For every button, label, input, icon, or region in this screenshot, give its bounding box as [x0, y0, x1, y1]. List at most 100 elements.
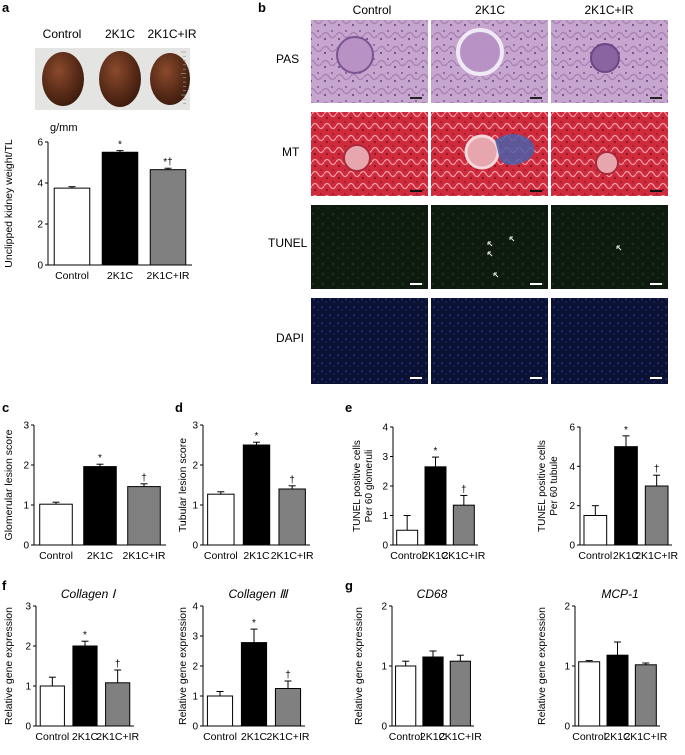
chart-tunel-tubule: 0 2 4 6 Control * 2K1C † 2K1C+IR TUNEL positive c…: [537, 423, 679, 563]
significance-mark: †: [289, 475, 295, 486]
x-tick-label: Control: [390, 550, 424, 562]
panel-letter-a: a: [2, 0, 10, 15]
fibrosis-mt-2k1c: [495, 134, 535, 165]
y-tick-label: 4: [382, 423, 388, 434]
y-tick-label: 2: [25, 642, 31, 653]
bar-2k1c: [72, 645, 98, 727]
bar-2k1c-ir: [105, 682, 131, 727]
bar-2k1c-ir: [634, 664, 657, 727]
significance-mark: †: [654, 464, 660, 475]
significance-mark: *: [624, 425, 628, 436]
y-tick-label: 6: [37, 138, 43, 149]
y-tick-label: 1: [192, 692, 198, 703]
y-tick-label: 0: [192, 541, 198, 552]
x-tick-label: 2K1C+IR: [96, 731, 139, 743]
unit-label: g/mm: [50, 122, 78, 134]
bar-2k1c-ir: [278, 488, 306, 546]
y-tick-label: 0: [382, 541, 388, 552]
bar-control: [395, 665, 417, 727]
y-tick-label: 1: [381, 662, 387, 673]
x-tick-label: 2K1C+IR: [624, 731, 667, 743]
glomerulus-pas-2k1c: [456, 28, 504, 76]
y-tick-label: 0: [23, 541, 29, 552]
x-tick-label: Control: [578, 550, 612, 562]
significance-mark: *: [118, 140, 122, 151]
bar-2k1c: [606, 654, 629, 727]
histo-row-dapi: DAPI: [276, 331, 304, 345]
chart-kidney-weight: 0 2 4 6 Control * 2K1C *† 2K1C+IR Unclipped kidne…: [3, 138, 192, 282]
y-tick-label: 2: [192, 662, 198, 673]
bar-2k1c-ir: [127, 486, 161, 546]
y-tick-label: 3: [192, 421, 198, 432]
significance-mark: †: [461, 484, 467, 495]
photo-label-control: Control: [43, 27, 82, 41]
significance-mark: †: [115, 659, 121, 670]
y-axis-label: Relative gene expression: [177, 607, 189, 725]
y-tick-label: 1: [25, 682, 31, 693]
histo-dapi-2k1c-ir: [551, 298, 668, 384]
y-tick-label: 1: [192, 501, 198, 512]
y-axis-label: Relative gene expression: [3, 607, 15, 725]
y-tick-label: 3: [23, 421, 29, 432]
significance-mark: *: [252, 618, 256, 629]
y-tick-label: 3: [25, 602, 31, 613]
x-tick-label: 2K1C: [72, 731, 99, 743]
chart-title: Collagen Ⅲ: [229, 587, 290, 601]
bar-control: [396, 529, 419, 546]
histo-col-control: Control: [353, 3, 392, 17]
y-tick-label: 2: [381, 602, 387, 613]
y-tick-label: 2: [382, 482, 388, 493]
bar-2k1c: [424, 466, 447, 546]
x-tick-label: 2K1C: [604, 731, 631, 743]
photo-label-2k1c: 2K1C: [105, 27, 135, 41]
significance-mark: *: [434, 446, 438, 457]
y-axis-label: Tubular lesion score: [177, 438, 189, 532]
kidney-control: [42, 52, 84, 106]
bar-2k1c-ir: [644, 485, 669, 546]
bar-2k1c: [83, 466, 117, 546]
bar-control: [578, 661, 601, 727]
y-tick-label: 0: [37, 261, 43, 272]
bar-2k1c: [240, 642, 268, 727]
bar-control: [583, 515, 608, 546]
chart-title: Collagen Ⅰ: [61, 587, 117, 601]
x-tick-label: 2K1C+IR: [267, 731, 310, 743]
panel-letter-e: e: [345, 400, 352, 415]
tunel-arrows: [487, 236, 622, 278]
chart-title: MCP-1: [601, 587, 638, 601]
significance-mark: †: [285, 670, 291, 681]
panel-letter-d: d: [175, 400, 183, 415]
x-tick-label: 2K1C+IR: [147, 270, 190, 282]
bar-control: [206, 695, 234, 727]
y-axis-label: TUNEL positive cells: [537, 440, 548, 532]
photo-label-2k1c-ir: 2K1C+IR: [147, 27, 196, 41]
histo-row-tunel: TUNEL: [268, 236, 308, 250]
x-tick-label: Control: [203, 731, 237, 743]
significance-mark: *: [98, 453, 102, 464]
kidney-2k1c: [99, 51, 141, 107]
y-tick-label: 2: [192, 461, 198, 472]
significance-mark: *: [255, 431, 259, 442]
bar-control: [53, 187, 91, 266]
kidney-photo: Control 2K1C 2K1C+IR: [35, 27, 197, 110]
y-tick-label: 0: [381, 722, 387, 733]
histo-row-pas: PAS: [276, 52, 299, 66]
panel-letter-g: g: [345, 578, 353, 593]
bar-2k1c-ir: [274, 688, 302, 727]
histo-tunel-control: [311, 205, 428, 289]
chart-collagen-1: 0 1 2 3 Control * 2K1C † 2K1C+IR Relative gene ex…: [3, 587, 140, 743]
x-tick-label: 2K1C+IR: [439, 731, 482, 743]
histology-panel: Control 2K1C 2K1C+IR PAS MT TUNEL DAPI: [268, 3, 668, 384]
histo-row-mt: MT: [282, 145, 300, 159]
significance-mark: *: [83, 630, 87, 641]
y-tick-label: 6: [569, 423, 575, 434]
chart-tubular-lesion: 0 1 2 3 Control * 2K1C † 2K1C+IR Tubular lesion s…: [177, 421, 314, 563]
x-tick-label: Control: [55, 270, 89, 282]
y-axis-label: Per 60 glomeruli: [364, 450, 375, 523]
y-tick-label: 2: [564, 602, 570, 613]
x-tick-label: 2K1C+IR: [123, 550, 166, 562]
y-axis-label: Unclipped kidney weight/TL: [3, 139, 15, 268]
bar-2k1c: [614, 446, 638, 546]
bar-2k1c-ir: [149, 169, 187, 266]
